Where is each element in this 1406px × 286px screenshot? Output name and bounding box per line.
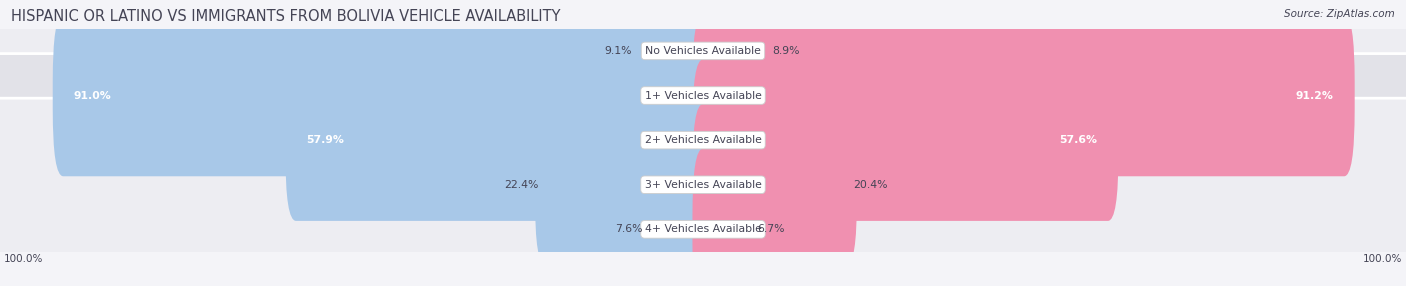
FancyBboxPatch shape	[0, 53, 1406, 286]
FancyBboxPatch shape	[693, 15, 1355, 176]
Text: 57.6%: 57.6%	[1059, 135, 1098, 145]
Text: 7.6%: 7.6%	[614, 225, 643, 234]
FancyBboxPatch shape	[693, 0, 776, 132]
FancyBboxPatch shape	[0, 0, 1406, 182]
FancyBboxPatch shape	[0, 98, 1406, 286]
FancyBboxPatch shape	[693, 149, 761, 286]
FancyBboxPatch shape	[0, 9, 1406, 271]
FancyBboxPatch shape	[534, 104, 713, 265]
Text: 20.4%: 20.4%	[853, 180, 889, 190]
FancyBboxPatch shape	[693, 59, 1119, 221]
Text: 9.1%: 9.1%	[605, 46, 633, 56]
Text: 91.0%: 91.0%	[73, 91, 111, 100]
FancyBboxPatch shape	[693, 104, 858, 265]
FancyBboxPatch shape	[628, 0, 713, 132]
Text: 100.0%: 100.0%	[1362, 254, 1403, 264]
Text: No Vehicles Available: No Vehicles Available	[645, 46, 761, 56]
Text: 22.4%: 22.4%	[505, 180, 538, 190]
FancyBboxPatch shape	[640, 149, 713, 286]
Text: 8.9%: 8.9%	[773, 46, 800, 56]
FancyBboxPatch shape	[0, 0, 1406, 227]
Text: 100.0%: 100.0%	[3, 254, 44, 264]
Text: 3+ Vehicles Available: 3+ Vehicles Available	[644, 180, 762, 190]
Text: Source: ZipAtlas.com: Source: ZipAtlas.com	[1284, 9, 1395, 19]
Text: 6.7%: 6.7%	[756, 225, 785, 234]
Text: 2+ Vehicles Available: 2+ Vehicles Available	[644, 135, 762, 145]
FancyBboxPatch shape	[285, 59, 713, 221]
FancyBboxPatch shape	[53, 15, 713, 176]
Text: HISPANIC OR LATINO VS IMMIGRANTS FROM BOLIVIA VEHICLE AVAILABILITY: HISPANIC OR LATINO VS IMMIGRANTS FROM BO…	[11, 9, 561, 23]
Text: 57.9%: 57.9%	[307, 135, 344, 145]
Text: 91.2%: 91.2%	[1296, 91, 1333, 100]
Text: 1+ Vehicles Available: 1+ Vehicles Available	[644, 91, 762, 100]
Text: 4+ Vehicles Available: 4+ Vehicles Available	[644, 225, 762, 234]
